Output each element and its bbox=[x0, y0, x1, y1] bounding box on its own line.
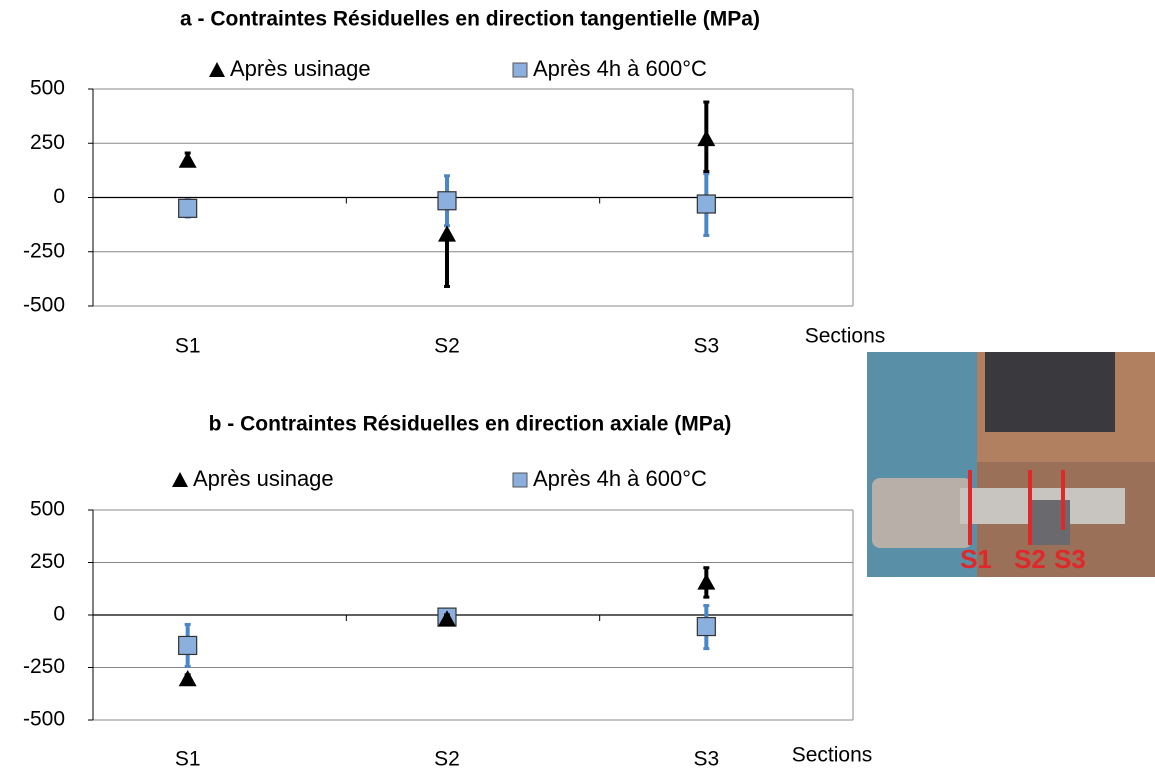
marker bbox=[178, 151, 197, 168]
y-tick-label: -500 bbox=[23, 294, 65, 317]
y-tick-label: -250 bbox=[23, 239, 65, 262]
marker bbox=[697, 573, 716, 590]
legend-swatch bbox=[172, 472, 188, 487]
photo-label: S3 bbox=[1054, 544, 1086, 574]
marker bbox=[697, 129, 716, 147]
marker bbox=[178, 635, 198, 656]
photo: S1 S2 S3 bbox=[867, 352, 1155, 577]
y-tick-label: -500 bbox=[23, 708, 65, 731]
x-tick-label: S3 bbox=[693, 335, 719, 358]
x-tick-label: S2 bbox=[434, 335, 460, 358]
photo-machine bbox=[985, 352, 1115, 432]
chart-title: a - Contraintes Résiduelles en direction… bbox=[180, 8, 760, 31]
marker bbox=[178, 670, 197, 687]
chart-title: b - Contraintes Résiduelles en direction… bbox=[209, 413, 732, 436]
legend-label: Après 4h à 600°C bbox=[533, 56, 707, 81]
marker bbox=[438, 225, 456, 242]
x-tick-label: S1 bbox=[175, 335, 201, 358]
legend-swatch bbox=[512, 62, 528, 78]
photo-label: S2 bbox=[1014, 544, 1046, 574]
x-tick-label: S1 bbox=[175, 748, 201, 771]
x-tick-label: S3 bbox=[693, 748, 719, 771]
legend-label: Après 4h à 600°C bbox=[533, 466, 707, 491]
x-axis-label: Sections bbox=[805, 325, 886, 348]
y-tick-label: 0 bbox=[53, 603, 65, 626]
y-tick-label: 250 bbox=[30, 550, 65, 573]
marker bbox=[438, 610, 456, 627]
y-tick-label: 0 bbox=[53, 185, 65, 208]
marker bbox=[437, 191, 457, 211]
y-tick-label: -250 bbox=[23, 655, 65, 678]
y-tick-label: 250 bbox=[30, 131, 65, 154]
y-tick-label: 500 bbox=[30, 498, 65, 521]
legend-swatch bbox=[512, 472, 528, 488]
marker bbox=[696, 194, 716, 214]
photo-label: S1 bbox=[960, 544, 992, 574]
legend-label: Après usinage bbox=[230, 56, 371, 81]
marker bbox=[696, 616, 716, 637]
legend-swatch bbox=[209, 62, 225, 77]
x-tick-label: S2 bbox=[434, 748, 460, 771]
y-tick-label: 500 bbox=[30, 77, 65, 100]
photo-gear bbox=[872, 478, 972, 548]
marker bbox=[178, 198, 198, 218]
x-axis-label: Sections bbox=[792, 744, 873, 767]
legend-label: Après usinage bbox=[193, 466, 334, 491]
